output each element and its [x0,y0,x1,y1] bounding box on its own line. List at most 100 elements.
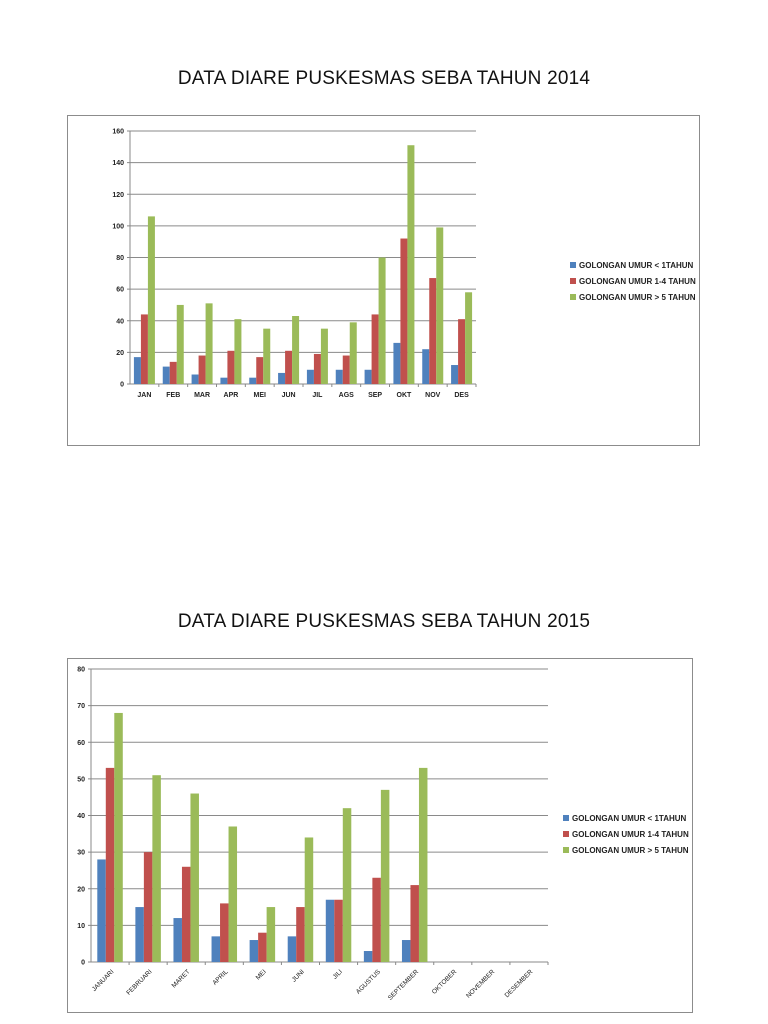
bar [181,866,191,962]
x-tick-label: MEI [254,392,267,399]
bar [133,357,141,384]
bar [176,304,184,384]
bar [211,936,221,962]
x-tick-label: OKT [397,392,413,399]
bar [320,328,328,384]
legend-label: GOLONGAN UMUR 1-4 TAHUN [572,829,689,839]
bar [258,932,267,962]
x-tick-label: NOVEMBER [465,968,496,999]
legend-label: GOLONGAN UMUR > 5 TAHUN [572,845,689,855]
bar [228,826,238,962]
legend-item-over-5: GOLONGAN UMUR > 5 TAHUN [563,842,689,858]
bar [152,775,161,962]
y-tick-label: 70 [77,703,85,710]
legend-swatch-green [563,847,569,853]
y-tick-label: 20 [77,886,85,893]
y-tick-label: 10 [77,923,85,930]
bar [335,369,343,384]
bar [249,940,259,962]
y-tick-label: 60 [116,287,124,294]
bar [173,918,182,962]
bar [429,278,437,384]
bar [147,216,155,384]
bar [140,314,148,384]
bar [364,369,372,384]
x-tick-label: OKTOBER [431,968,459,996]
bar [249,377,257,384]
bar [105,767,115,962]
bar [372,877,381,962]
chart-frame-2014: 0 20 40 60 80 100 120 140 160 JAN FEB MAR APR MEI JUN J… [67,115,700,446]
chart-title-2014: DATA DIARE PUSKESMAS SEBA TAHUN 2014 [177,68,591,89]
bar [378,257,386,384]
y-tick-label: 140 [112,160,124,167]
bar [285,350,293,384]
x-tick-label: APRIL [211,968,230,987]
bar [266,907,276,962]
bar [465,292,473,384]
bar [380,789,390,962]
x-tick-label: AGS [339,392,355,399]
bar [287,936,297,962]
x-tick-label: JUNI [291,968,306,983]
bar [407,145,415,384]
bar [292,316,300,384]
legend-label: GOLONGAN UMUR < 1TAHUN [572,813,687,823]
y-tick-label: 100 [112,223,124,230]
y-tick-label: 40 [116,318,124,325]
legend-label: GOLONGAN UMUR 1-4 TAHUN [579,276,696,286]
legend-label: GOLONGAN UMUR > 5 TAHUN [579,292,696,302]
y-tick-label: 120 [112,192,124,199]
bar [234,319,242,384]
chart-frame-2015: 0 10 20 30 40 50 60 70 80 JANUARI FEBRUARI MARET APR… [67,658,693,1013]
y-tick-label: 160 [112,129,124,136]
x-tick-label: SEPTEMBER [387,968,421,1002]
y-tick-label: 50 [77,776,85,783]
x-tick-label: AGUSTUS [355,968,383,996]
bar [198,355,206,384]
x-tick-label: FEBRUARI [125,968,153,996]
bar-chart-2015: 0 10 20 30 40 50 60 70 80 JANUARI FEBRUARI MARET APR… [77,667,549,1002]
x-tick-label: SEP [368,392,382,399]
legend-swatch-blue [570,262,576,268]
legend-item-over-5: GOLONGAN UMUR > 5 TAHUN [570,289,696,305]
bar [205,303,213,384]
x-tick-label: MAR [194,392,210,399]
legend-item-under-1: GOLONGAN UMUR < 1TAHUN [563,810,689,826]
bar [325,899,335,962]
legend-label: GOLONGAN UMUR < 1TAHUN [579,260,694,270]
bar [191,374,199,384]
legend-swatch-blue [563,815,569,821]
bar [296,907,305,962]
bar [135,907,144,962]
chart-title-2015: DATA DIARE PUSKESMAS SEBA TAHUN 2015 [177,611,591,632]
bar [114,712,123,962]
chart-legend-2014: GOLONGAN UMUR < 1TAHUN GOLONGAN UMUR 1-4… [570,257,696,305]
bar [306,369,314,384]
bar [97,859,106,962]
legend-swatch-red [563,831,569,837]
x-tick-label: NOV [425,392,441,399]
bar [349,322,357,384]
bar [422,349,430,384]
x-tick-label: JANUARI [91,968,116,993]
bar-chart-2014: 0 20 40 60 80 100 120 140 160 JAN FEB MAR APR MEI JUN J… [112,129,477,399]
x-tick-label: JAN [137,392,151,399]
bar [227,350,235,384]
bar [263,328,271,384]
bar [342,355,350,384]
bar [342,808,352,962]
bar [190,793,199,962]
bar [334,899,343,962]
bar [410,885,419,962]
x-tick-label: DESEMBER [504,968,535,999]
y-tick-label: 80 [77,667,85,674]
bar [304,837,314,962]
bar [371,314,379,384]
y-tick-label: 20 [116,350,124,357]
bar [169,361,177,384]
bar [363,951,373,962]
x-tick-label: APR [224,392,239,399]
legend-item-1-4: GOLONGAN UMUR 1-4 TAHUN [563,826,689,842]
legend-item-1-4: GOLONGAN UMUR 1-4 TAHUN [570,273,696,289]
